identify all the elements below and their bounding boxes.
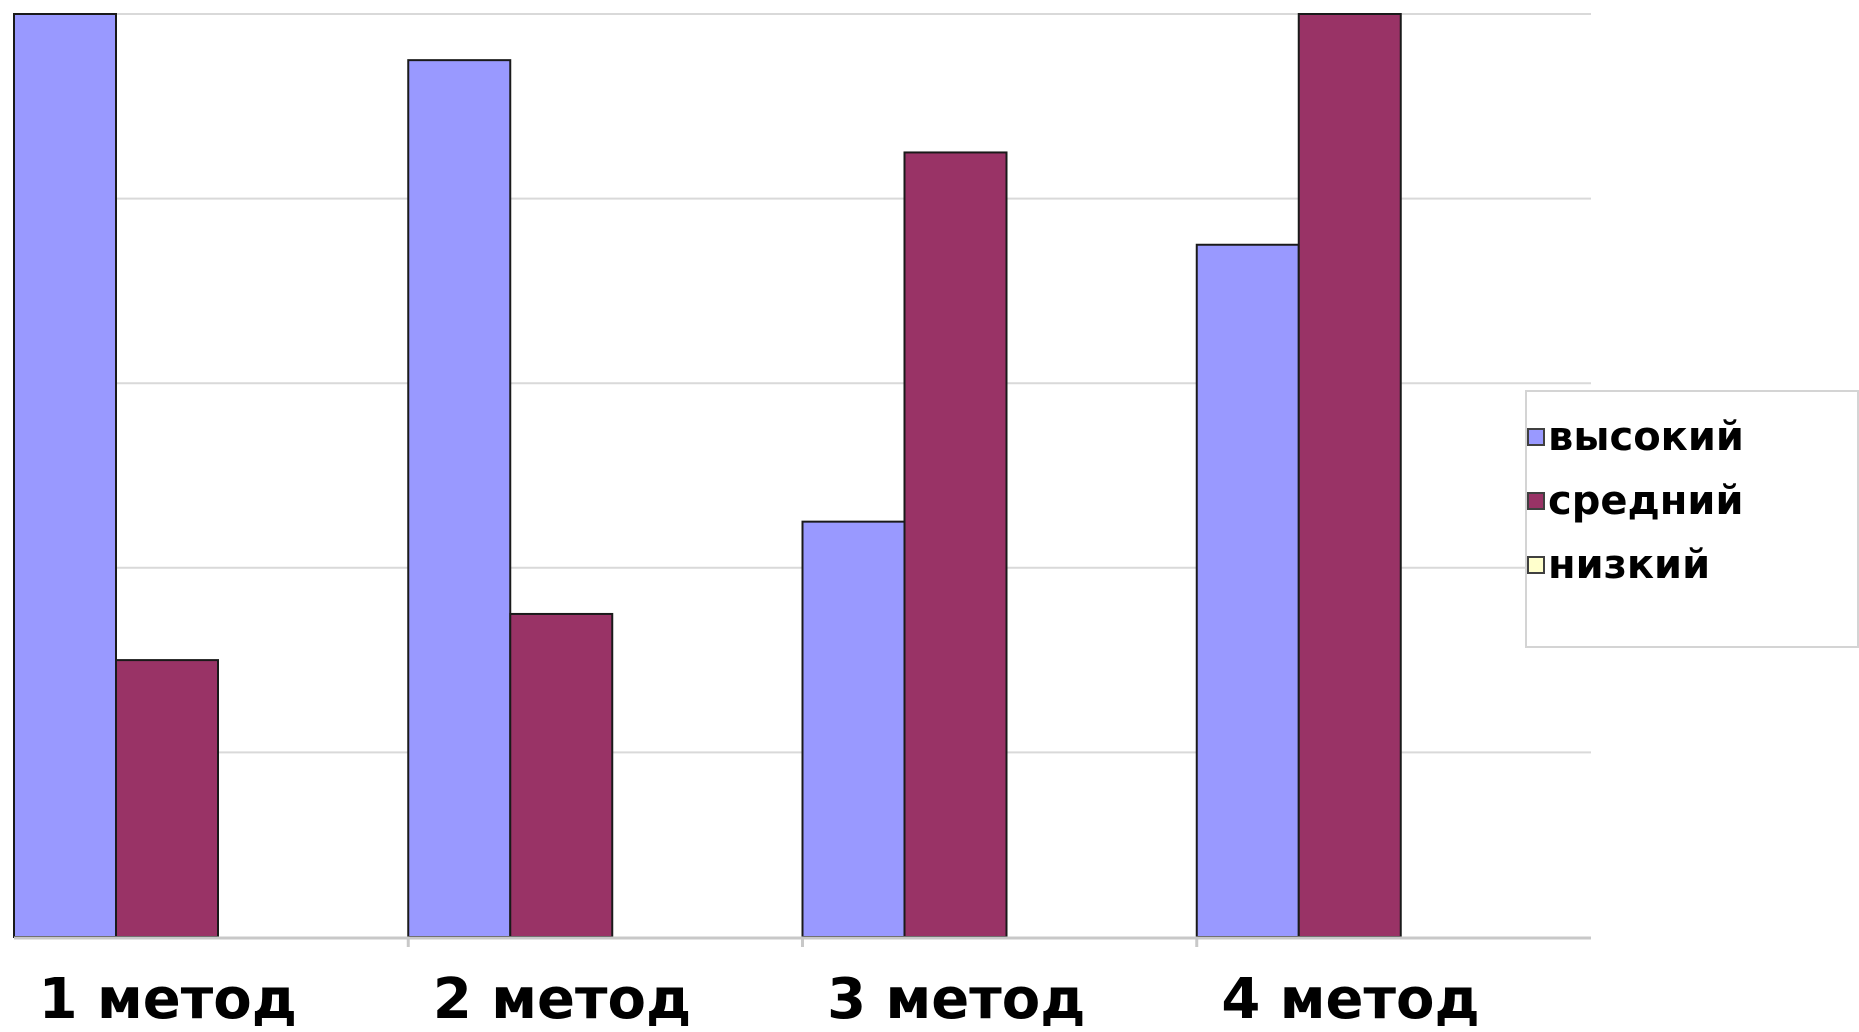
x-axis [14, 936, 1591, 947]
legend-label-medium: средний [1548, 478, 1744, 524]
category-label-3: 3 метод [827, 967, 1085, 1032]
bar-2-1 [407, 59, 512, 938]
bar-4-1 [1195, 243, 1300, 938]
legend-swatch-high [1527, 428, 1545, 446]
legend-label-high: высокий [1548, 414, 1744, 460]
bar-3-1 [801, 520, 906, 939]
bar-1-1 [13, 13, 117, 938]
legend: высокий средний низкий [1525, 390, 1859, 648]
legend-item-high: высокий [1527, 412, 1744, 462]
bars [13, 13, 1402, 939]
bar-1-2 [115, 659, 219, 938]
category-label-4: 4 метод [1221, 967, 1479, 1032]
category-labels: 1 метод 2 метод 3 метод 4 метод [39, 967, 1480, 1032]
bar-4-2 [1297, 13, 1402, 938]
legend-item-low: низкий [1527, 540, 1710, 590]
category-label-2: 2 метод [433, 967, 691, 1032]
legend-item-medium: средний [1527, 476, 1743, 526]
legend-swatch-medium [1527, 492, 1545, 510]
legend-label-low: низкий [1548, 542, 1711, 588]
legend-swatch-low [1527, 556, 1545, 574]
bar-3-2 [903, 151, 1008, 938]
category-label-1: 1 метод [39, 967, 297, 1032]
bar-2-2 [509, 612, 614, 938]
